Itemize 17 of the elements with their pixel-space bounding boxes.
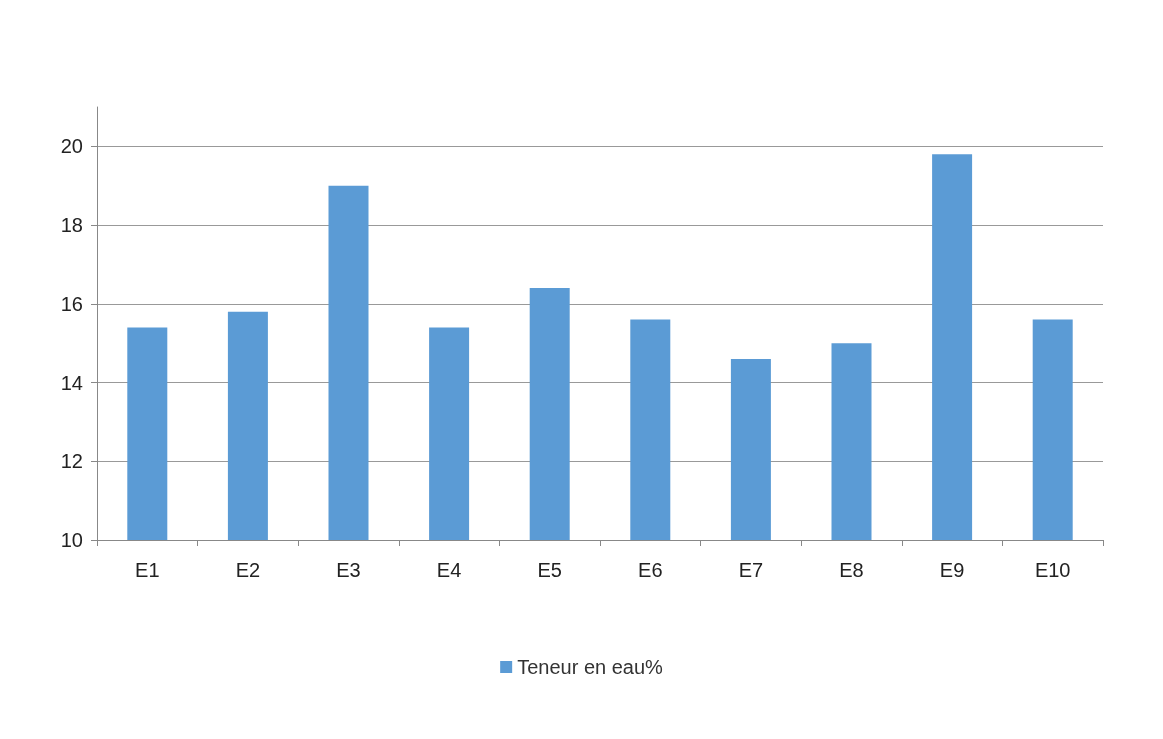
x-tick-label: E8: [839, 559, 864, 581]
x-tick-label: E7: [738, 559, 764, 581]
x-tick-label: E10: [1034, 559, 1071, 581]
x-tick-label: E6: [638, 559, 663, 581]
y-tick-label: 10: [60, 529, 83, 551]
legend-label: Teneur en eau%: [517, 656, 664, 678]
x-tick-label: E3: [336, 559, 361, 581]
x-tick-label: E2: [235, 559, 261, 581]
x-tick-label: E4: [436, 559, 462, 581]
y-tick-label: 14: [60, 371, 83, 394]
x-tick-label: E9: [939, 559, 965, 581]
y-tick-label: 16: [60, 292, 83, 315]
x-tick-label: E1: [135, 559, 160, 581]
y-tick-label: 20: [60, 135, 83, 158]
x-tick-label: E5: [537, 559, 562, 581]
y-tick-label: 12: [60, 450, 83, 473]
y-tick-label: 18: [60, 214, 83, 237]
